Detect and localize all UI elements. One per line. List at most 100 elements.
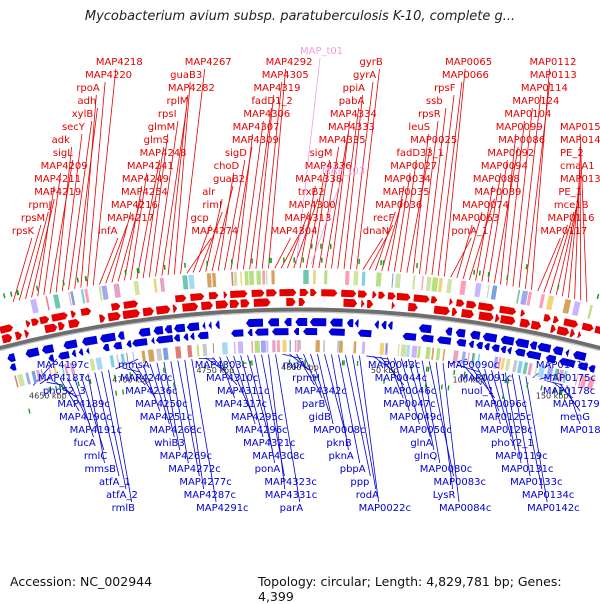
forward-gene-arrow xyxy=(0,324,14,334)
forward-gene-label: MAP4334 xyxy=(330,109,377,120)
rna-marker xyxy=(304,359,306,365)
reverse-gene-arrow xyxy=(552,346,564,356)
reverse-gene-label: MAP0083c xyxy=(434,477,486,488)
reverse-gene-label-leader xyxy=(393,357,410,412)
forward-gene-label-leader xyxy=(368,224,394,271)
forward-gene-label: fadD33_1 xyxy=(396,148,444,159)
rna-marker xyxy=(268,257,271,263)
forward-gene-label-leader xyxy=(255,94,274,269)
rna-marker xyxy=(206,260,209,267)
rna-marker xyxy=(249,360,252,366)
reverse-gene-arrow xyxy=(470,330,481,340)
reverse-gene-label-leader xyxy=(184,359,205,490)
reverse-gene-arrow xyxy=(418,324,432,334)
reverse-gene-arrow xyxy=(537,342,552,353)
forward-gene-arrow xyxy=(494,314,500,323)
reverse-gene-arrow xyxy=(173,334,181,342)
forward-gene-label: rpsR xyxy=(418,109,441,120)
reverse-gene-label: MAP0182c xyxy=(560,425,600,436)
reverse-gene-label: MAP4296c xyxy=(235,425,287,436)
reverse-gene-arrow xyxy=(164,325,173,334)
reverse-gene-label-leader xyxy=(177,360,200,477)
forward-gene-label-leader xyxy=(61,133,83,292)
reverse-gene-arrow xyxy=(174,323,186,333)
cog-color-block xyxy=(80,289,86,304)
reverse-gene-label-leader xyxy=(128,366,146,386)
rna-marker xyxy=(427,366,430,372)
forward-gene-label: MAP0035 xyxy=(383,187,430,198)
reverse-gene-arrow xyxy=(197,331,209,340)
forward-gene-arrow xyxy=(378,291,386,299)
reverse-gene-label-leader xyxy=(108,370,133,503)
forward-gene-label: ppiA xyxy=(343,83,365,94)
rna-marker xyxy=(556,284,560,290)
reverse-gene-arrow xyxy=(468,340,475,348)
forward-gene-arrow xyxy=(175,294,187,303)
cog-color-block xyxy=(254,340,261,353)
gene-labels: rpsK rpsM rpmJ MAP4219 MAP4211 MAP4209 sigL adk… xyxy=(12,46,600,514)
rna-marker xyxy=(137,267,140,274)
forward-gene-label-leader xyxy=(274,237,291,269)
forward-gene-arrow xyxy=(201,301,213,311)
forward-gene-label: MAP0066 xyxy=(442,70,489,81)
reverse-gene-label-leader xyxy=(275,354,301,503)
reverse-gene-arrow xyxy=(456,338,467,347)
cog-color-block xyxy=(512,359,518,373)
cog-color-block xyxy=(133,280,140,296)
cog-color-block xyxy=(233,271,238,286)
cog-color-block xyxy=(516,289,521,304)
reverse-gene-label-leader xyxy=(289,353,313,373)
scale-tick-mark xyxy=(471,352,474,363)
cog-color-block xyxy=(25,372,31,385)
reverse-gene-label: atfA_2 xyxy=(106,490,138,501)
reverse-gene-label: MAP0175c xyxy=(544,373,596,384)
forward-gene-label-leader xyxy=(305,172,326,269)
cog-color-block xyxy=(452,350,459,363)
cog-color-block xyxy=(545,366,554,380)
reverse-gene-arrow xyxy=(117,331,125,340)
cog-color-block xyxy=(14,375,19,388)
forward-gene-arrow xyxy=(229,299,240,308)
genome-backbone xyxy=(0,307,600,351)
reverse-gene-label-leader xyxy=(421,360,441,464)
reverse-gene-label-leader xyxy=(296,353,315,386)
reverse-gene-label: MAP0096c xyxy=(475,399,527,410)
rna-marker xyxy=(61,384,64,390)
forward-gene-arrow xyxy=(208,292,219,300)
reverse-gene-label: MAP0090c xyxy=(447,360,499,371)
cog-color-block xyxy=(89,358,96,372)
forward-gene-label-leader xyxy=(475,185,494,281)
cog-color-block xyxy=(132,352,135,365)
rna-marker xyxy=(487,271,490,278)
cog-color-block xyxy=(425,276,432,291)
reverse-gene-label: MAP0044c xyxy=(375,373,427,384)
forward-gene-label: gcp xyxy=(190,213,208,224)
forward-gene-label-leader xyxy=(155,120,179,277)
cog-color-block xyxy=(533,364,538,377)
cog-color-block xyxy=(156,348,163,361)
cog-color-block xyxy=(580,375,588,388)
forward-gene-label: glmS xyxy=(144,135,169,146)
reverse-gene-label: MAP4272c xyxy=(168,464,220,475)
forward-gene-label-leader xyxy=(80,94,97,288)
forward-gene-label-leader xyxy=(12,237,33,302)
forward-gene-label-leader xyxy=(481,172,502,282)
forward-gene-label: MAP4249 xyxy=(122,174,169,185)
reverse-gene-label-leader xyxy=(32,358,58,386)
forward-gene-label: MAP0113 xyxy=(530,70,577,81)
forward-gene-label-leader xyxy=(99,237,119,285)
rna-marker xyxy=(129,372,132,378)
reverse-gene-arrow xyxy=(357,329,372,338)
cog-color-block xyxy=(289,340,291,353)
cog-color-block xyxy=(251,340,254,354)
reverse-gene-arrow xyxy=(9,363,17,371)
rna-marker xyxy=(242,360,244,366)
cog-color-block xyxy=(17,373,26,387)
rna-marker xyxy=(113,374,117,380)
forward-gene-label: MAP0114 xyxy=(521,83,568,94)
reverse-gene-arrow xyxy=(545,354,557,364)
rna-marker xyxy=(504,378,507,384)
forward-gene-label-leader xyxy=(142,146,165,279)
forward-gene-arrow xyxy=(563,318,579,328)
cog-color-block xyxy=(206,273,212,288)
